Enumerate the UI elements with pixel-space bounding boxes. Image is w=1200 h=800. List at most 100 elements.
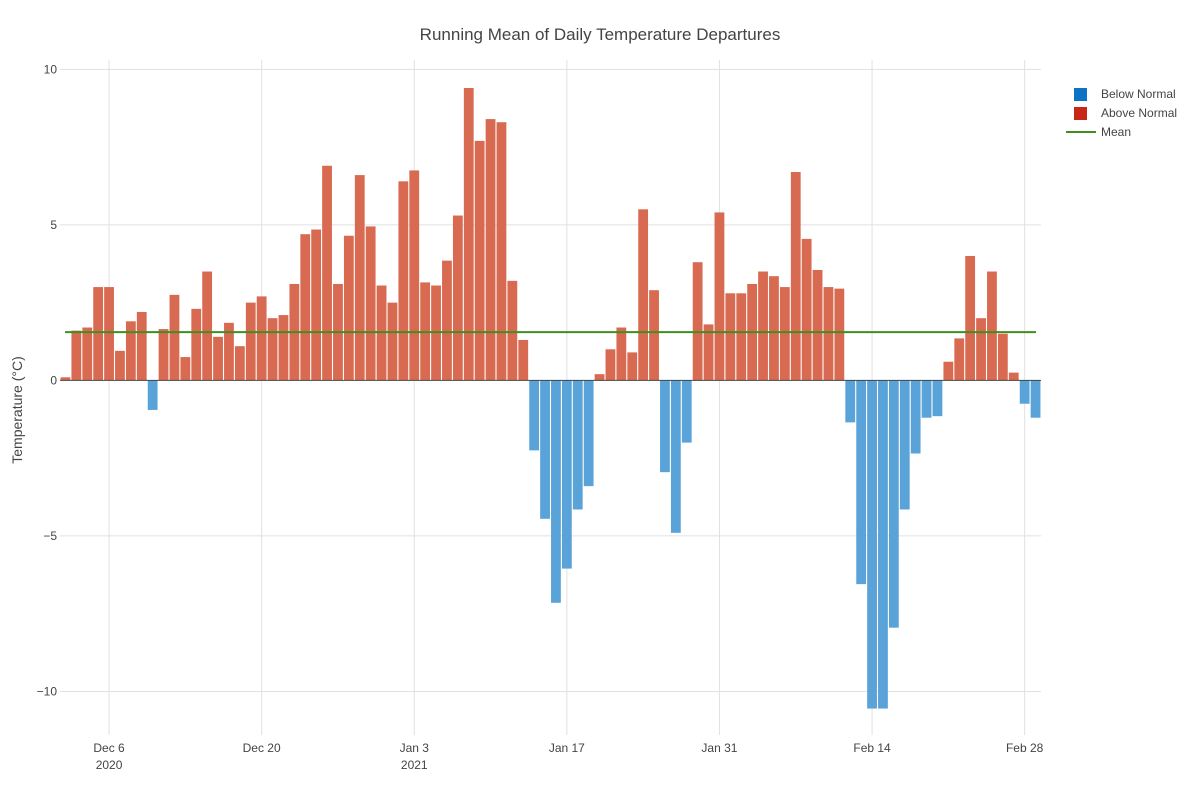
x-tick-label: Jan 31 [701,741,737,755]
bar-above-normal [278,315,289,381]
bar-below-normal [910,380,921,454]
bar-above-normal [616,327,627,381]
x-tick-label: Dec 6 [93,741,125,755]
bar-above-normal [234,346,245,381]
bar-above-normal [736,293,747,381]
bar-above-normal [191,308,202,381]
bar-above-normal [627,352,638,381]
bars-layer [60,87,1041,709]
x-tick-label: Feb 28 [1006,741,1044,755]
bar-above-normal [474,140,485,381]
bar-above-normal [823,287,834,381]
y-tick-label: 5 [50,218,57,232]
x-tick-label: Feb 14 [853,741,891,755]
bar-above-normal [60,377,71,381]
bar-above-normal [398,181,409,381]
bar-above-normal [115,350,125,381]
bar-below-normal [572,380,583,510]
bar-above-normal [104,287,114,381]
bar-above-normal [82,327,93,381]
bar-below-normal [660,380,670,473]
bar-above-normal [943,361,954,381]
legend-label: Mean [1101,125,1131,139]
bar-above-normal [769,276,779,381]
bar-above-normal [638,209,649,381]
bar-above-normal [452,215,463,381]
y-tick-label: 10 [44,62,58,76]
bar-below-normal [932,380,943,417]
y-axis-title: Temperature (°C) [9,356,25,464]
bar-above-normal [605,349,616,381]
legend-label: Above Normal [1101,106,1177,120]
bar-above-normal [692,262,703,381]
bar-above-normal [125,321,136,381]
bar-below-normal [867,380,877,709]
bar-above-normal [71,330,82,381]
bar-below-normal [540,380,550,519]
bar-above-normal [93,287,104,381]
bar-above-normal [180,357,191,381]
bar-below-normal [878,380,888,709]
bar-below-normal [529,380,540,451]
bar-above-normal [779,287,790,381]
bar-above-normal [442,260,452,381]
bar-above-normal [649,290,659,381]
chart-title: Running Mean of Daily Temperature Depart… [420,25,781,44]
bar-below-normal [888,380,899,628]
legend-label: Below Normal [1101,87,1176,101]
bar-below-normal [856,380,867,585]
legend-swatch [1074,88,1087,101]
bar-above-normal [311,229,322,381]
axis-layer: 10 5 0 −5 −10 Dec 6 2020 Dec 20 Jan 3 2021 Jan 17 J… [37,62,1044,772]
bar-above-normal [387,302,398,381]
bar-above-normal [213,336,223,381]
bar-above-normal [343,235,354,381]
bar-above-normal [496,122,507,381]
x-tick-year-label: 2020 [96,758,123,772]
bar-above-normal [267,318,278,381]
bar-above-normal [158,329,169,381]
bar-above-normal [812,269,823,381]
legend-swatch [1074,107,1087,120]
bar-above-normal [245,302,256,381]
bar-above-normal [758,271,768,381]
bar-above-normal [790,171,801,381]
bar-below-normal [147,380,158,410]
bar-below-normal [681,380,692,443]
bar-above-normal [976,318,986,381]
bar-above-normal [354,175,365,381]
bar-above-normal [507,280,518,381]
bar-below-normal [1019,380,1030,404]
bar-above-normal [202,271,213,381]
bar-above-normal [594,374,605,381]
bar-above-normal [224,322,234,381]
x-tick-year-label: 2021 [401,758,428,772]
legend[interactable]: Below Normal Above Normal Mean [1066,87,1177,139]
bar-above-normal [322,165,332,381]
y-tick-label: 0 [50,373,57,387]
bar-above-normal [409,170,420,381]
bar-below-normal [583,380,594,487]
bar-above-normal [463,87,474,381]
bar-above-normal [834,288,845,381]
bar-above-normal [1008,372,1019,381]
x-tick-label: Jan 3 [400,741,430,755]
bar-above-normal [703,324,714,381]
y-tick-label: −5 [43,529,57,543]
bar-below-normal [921,380,932,418]
bar-above-normal [714,212,725,381]
x-tick-label: Jan 17 [549,741,585,755]
bar-above-normal [987,271,997,381]
bar-above-normal [485,119,496,381]
bar-above-normal [965,255,976,381]
bar-above-normal [169,294,180,381]
bar-above-normal [725,293,736,381]
bar-above-normal [136,311,147,381]
bar-above-normal [954,338,965,381]
bar-above-normal [300,234,311,381]
bar-above-normal [997,333,1008,381]
bar-above-normal [256,296,267,381]
bar-above-normal [365,226,376,381]
